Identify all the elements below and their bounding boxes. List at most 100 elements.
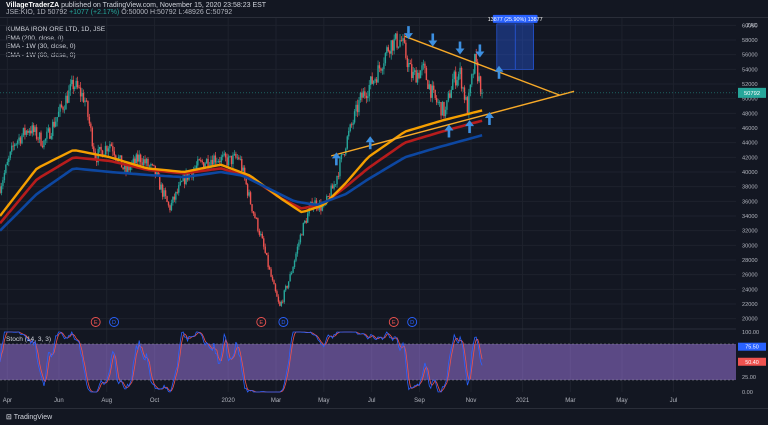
candle-body [356,104,359,113]
candle-body [415,70,417,83]
quote-line: JSE:KIO, 1D 50792 +1077 (+2.17%) O:50000… [6,9,232,16]
candle-body [424,63,426,69]
time-tick-label: Jun [54,398,64,404]
candle-body [457,74,460,81]
author-name[interactable]: VillageTraderZA [6,2,60,9]
candle-body [441,101,444,116]
candle-body [364,91,366,96]
candle-body [478,76,480,82]
candle-body [166,196,168,202]
candle-body [280,301,283,306]
arrow-down-icon [428,33,438,47]
candle-body [60,104,63,107]
candle-body [271,276,274,281]
stoch-d-badge [738,357,766,366]
time-tick-label: May [318,398,329,404]
candle-body [210,159,212,166]
candle-body [241,158,243,171]
candle-body [358,100,360,113]
candle-body [293,260,296,267]
candle-body [371,76,373,84]
candle-body [104,146,107,155]
candle-body [393,38,395,51]
stoch-k-value: 75.50 [745,345,759,351]
price-tick-label: 44000 [742,141,758,147]
svg-text:D: D [410,320,414,326]
candle-body [386,47,388,54]
candle-body [161,184,164,197]
dividend-marker: D [407,317,418,327]
candle-body [476,61,479,82]
measure-box-label: 13877 (25.90%) 13877 [488,17,543,23]
time-tick-label: Mar [565,398,575,404]
candle-body [93,146,95,152]
candle-body [452,79,454,90]
time-tick-label: Apr [3,398,12,404]
candle-body [211,159,214,165]
candle-body [76,80,79,88]
candle-body [90,123,92,128]
candle-body [301,234,303,236]
candle-body [400,40,403,41]
tradingview-brand[interactable]: ⊡ TradingView [6,413,52,421]
candle-body [75,80,77,88]
candle-body [3,172,6,181]
candle-body [81,93,83,97]
tradingview-logo-icon: ⊡ [6,414,12,421]
indicator-ema-w30[interactable]: EMA - 1W (30, close, 0) [6,43,76,51]
ema-w30-line [0,109,483,217]
candle-body [198,159,200,161]
candle-body [466,97,469,115]
candle-body [12,145,14,147]
price-tick-label: 24000 [742,287,758,293]
candle-body [412,71,414,79]
candle-body [110,144,113,147]
candle-body [261,233,263,239]
candle-body [475,53,477,62]
candle-body [446,100,448,110]
candle-body [78,87,80,89]
candle-body [43,140,45,148]
candle-body [223,153,225,156]
candle-body [340,154,343,160]
candle-body [21,135,23,144]
svg-text:E: E [392,320,396,326]
stoch-band [0,344,736,380]
indicator-ema200[interactable]: EMA (200, close, 0) [6,34,64,42]
time-tick-label: Aug [101,398,112,404]
candle-body [346,136,348,149]
candle-body [147,158,149,167]
candle-body [9,151,11,158]
candle-body [0,185,3,193]
candle-body [265,252,268,255]
candle-body [252,211,255,214]
candle-body [377,65,379,83]
stoch-label[interactable]: Stoch (14, 3, 3) [6,336,52,343]
candle-body [22,127,25,136]
price-change: +1077 (+2.17%) [69,9,120,16]
candle-body [267,254,269,268]
candle-body [304,220,306,223]
price-tick-label: 40000 [742,170,758,176]
candle-body [220,156,222,163]
indicator-symbol[interactable]: KUMBA IRON ORE LTD, 1D, JSE [6,26,106,33]
trendline-support [331,90,575,157]
candle-body [450,89,453,98]
time-tick-label: 2020 [221,398,235,404]
price-tick-label: 30000 [742,243,758,249]
candle-body [352,122,354,125]
candle-body [465,97,467,100]
candle-body [137,154,139,162]
candle-body [148,165,151,167]
candle-body [455,71,457,86]
indicator-ema-w60[interactable]: EMA - 1W (60, close, 0) [6,51,76,59]
candle-body [462,87,464,89]
time-tick-label: May [616,398,627,404]
candle-body [172,196,174,203]
candle-body [416,72,419,83]
candle-body [314,200,316,205]
candle-body [350,124,353,126]
candle-body [11,145,13,152]
